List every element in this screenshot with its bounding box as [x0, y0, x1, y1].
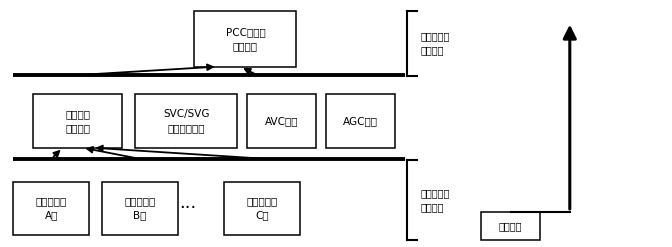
Text: 光伏逆变器
A型: 光伏逆变器 A型 — [36, 196, 67, 220]
Text: 单元级功率
控制特性: 单元级功率 控制特性 — [420, 188, 450, 212]
Text: 光伏逆变器
B型: 光伏逆变器 B型 — [124, 196, 156, 220]
FancyBboxPatch shape — [102, 182, 178, 235]
FancyBboxPatch shape — [33, 94, 122, 148]
Text: 光伏逆变器
C型: 光伏逆变器 C型 — [246, 196, 278, 220]
Text: SVC/SVG
无功补偿装置: SVC/SVG 无功补偿装置 — [163, 109, 210, 133]
FancyBboxPatch shape — [247, 94, 317, 148]
Text: AGC系统: AGC系统 — [343, 116, 378, 126]
Text: 厂站级功率
控制特性: 厂站级功率 控制特性 — [420, 32, 450, 56]
Text: AVC系统: AVC系统 — [265, 116, 298, 126]
FancyBboxPatch shape — [135, 94, 237, 148]
Text: PCC并网点
（高压）: PCC并网点 （高压） — [226, 27, 265, 51]
FancyBboxPatch shape — [224, 182, 300, 235]
FancyBboxPatch shape — [13, 182, 89, 235]
FancyBboxPatch shape — [326, 94, 395, 148]
Text: 汇集母线
（低压）: 汇集母线 （低压） — [65, 109, 90, 133]
Text: ···: ··· — [179, 199, 196, 217]
FancyBboxPatch shape — [481, 212, 540, 240]
FancyBboxPatch shape — [194, 11, 296, 67]
Text: 混合仿真: 混合仿真 — [499, 221, 522, 231]
